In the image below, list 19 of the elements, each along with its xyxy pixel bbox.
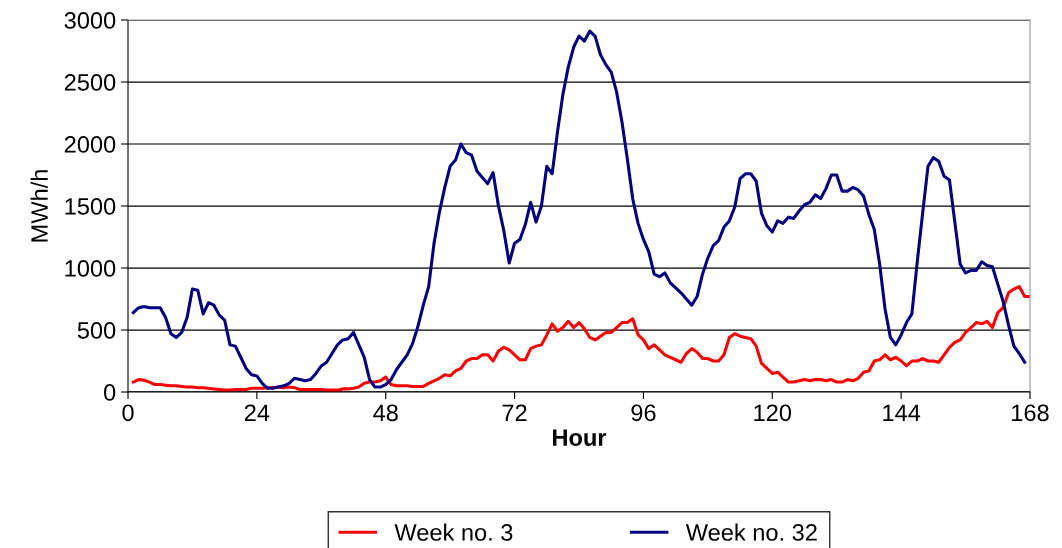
x-axis-title: Hour	[553, 429, 607, 446]
y-tick-label: 0	[103, 384, 116, 401]
x-tick-label: 48	[373, 404, 398, 422]
y-tick-label: 3000	[64, 12, 116, 29]
y-tick-label: 500	[77, 322, 116, 339]
x-tick-label: 0	[122, 404, 134, 422]
x-tick-label: 96	[631, 404, 656, 422]
x-tick-label: 72	[502, 404, 527, 421]
y-axis-title: MWh/h	[30, 170, 48, 242]
y-tick-label: 2500	[64, 74, 116, 91]
legend-label: Week no. 32	[685, 523, 817, 541]
x-tick-label: 120	[754, 404, 792, 422]
y-tick-label: 1000	[65, 260, 116, 277]
y-tick-label: 1500	[65, 198, 116, 215]
y-tick-label: 2000	[64, 136, 116, 153]
x-tick-label: 24	[244, 404, 270, 421]
legend-label: Week no. 3	[394, 523, 513, 541]
x-tick-label: 144	[883, 404, 921, 421]
x-tick-label: 168	[1012, 404, 1049, 422]
